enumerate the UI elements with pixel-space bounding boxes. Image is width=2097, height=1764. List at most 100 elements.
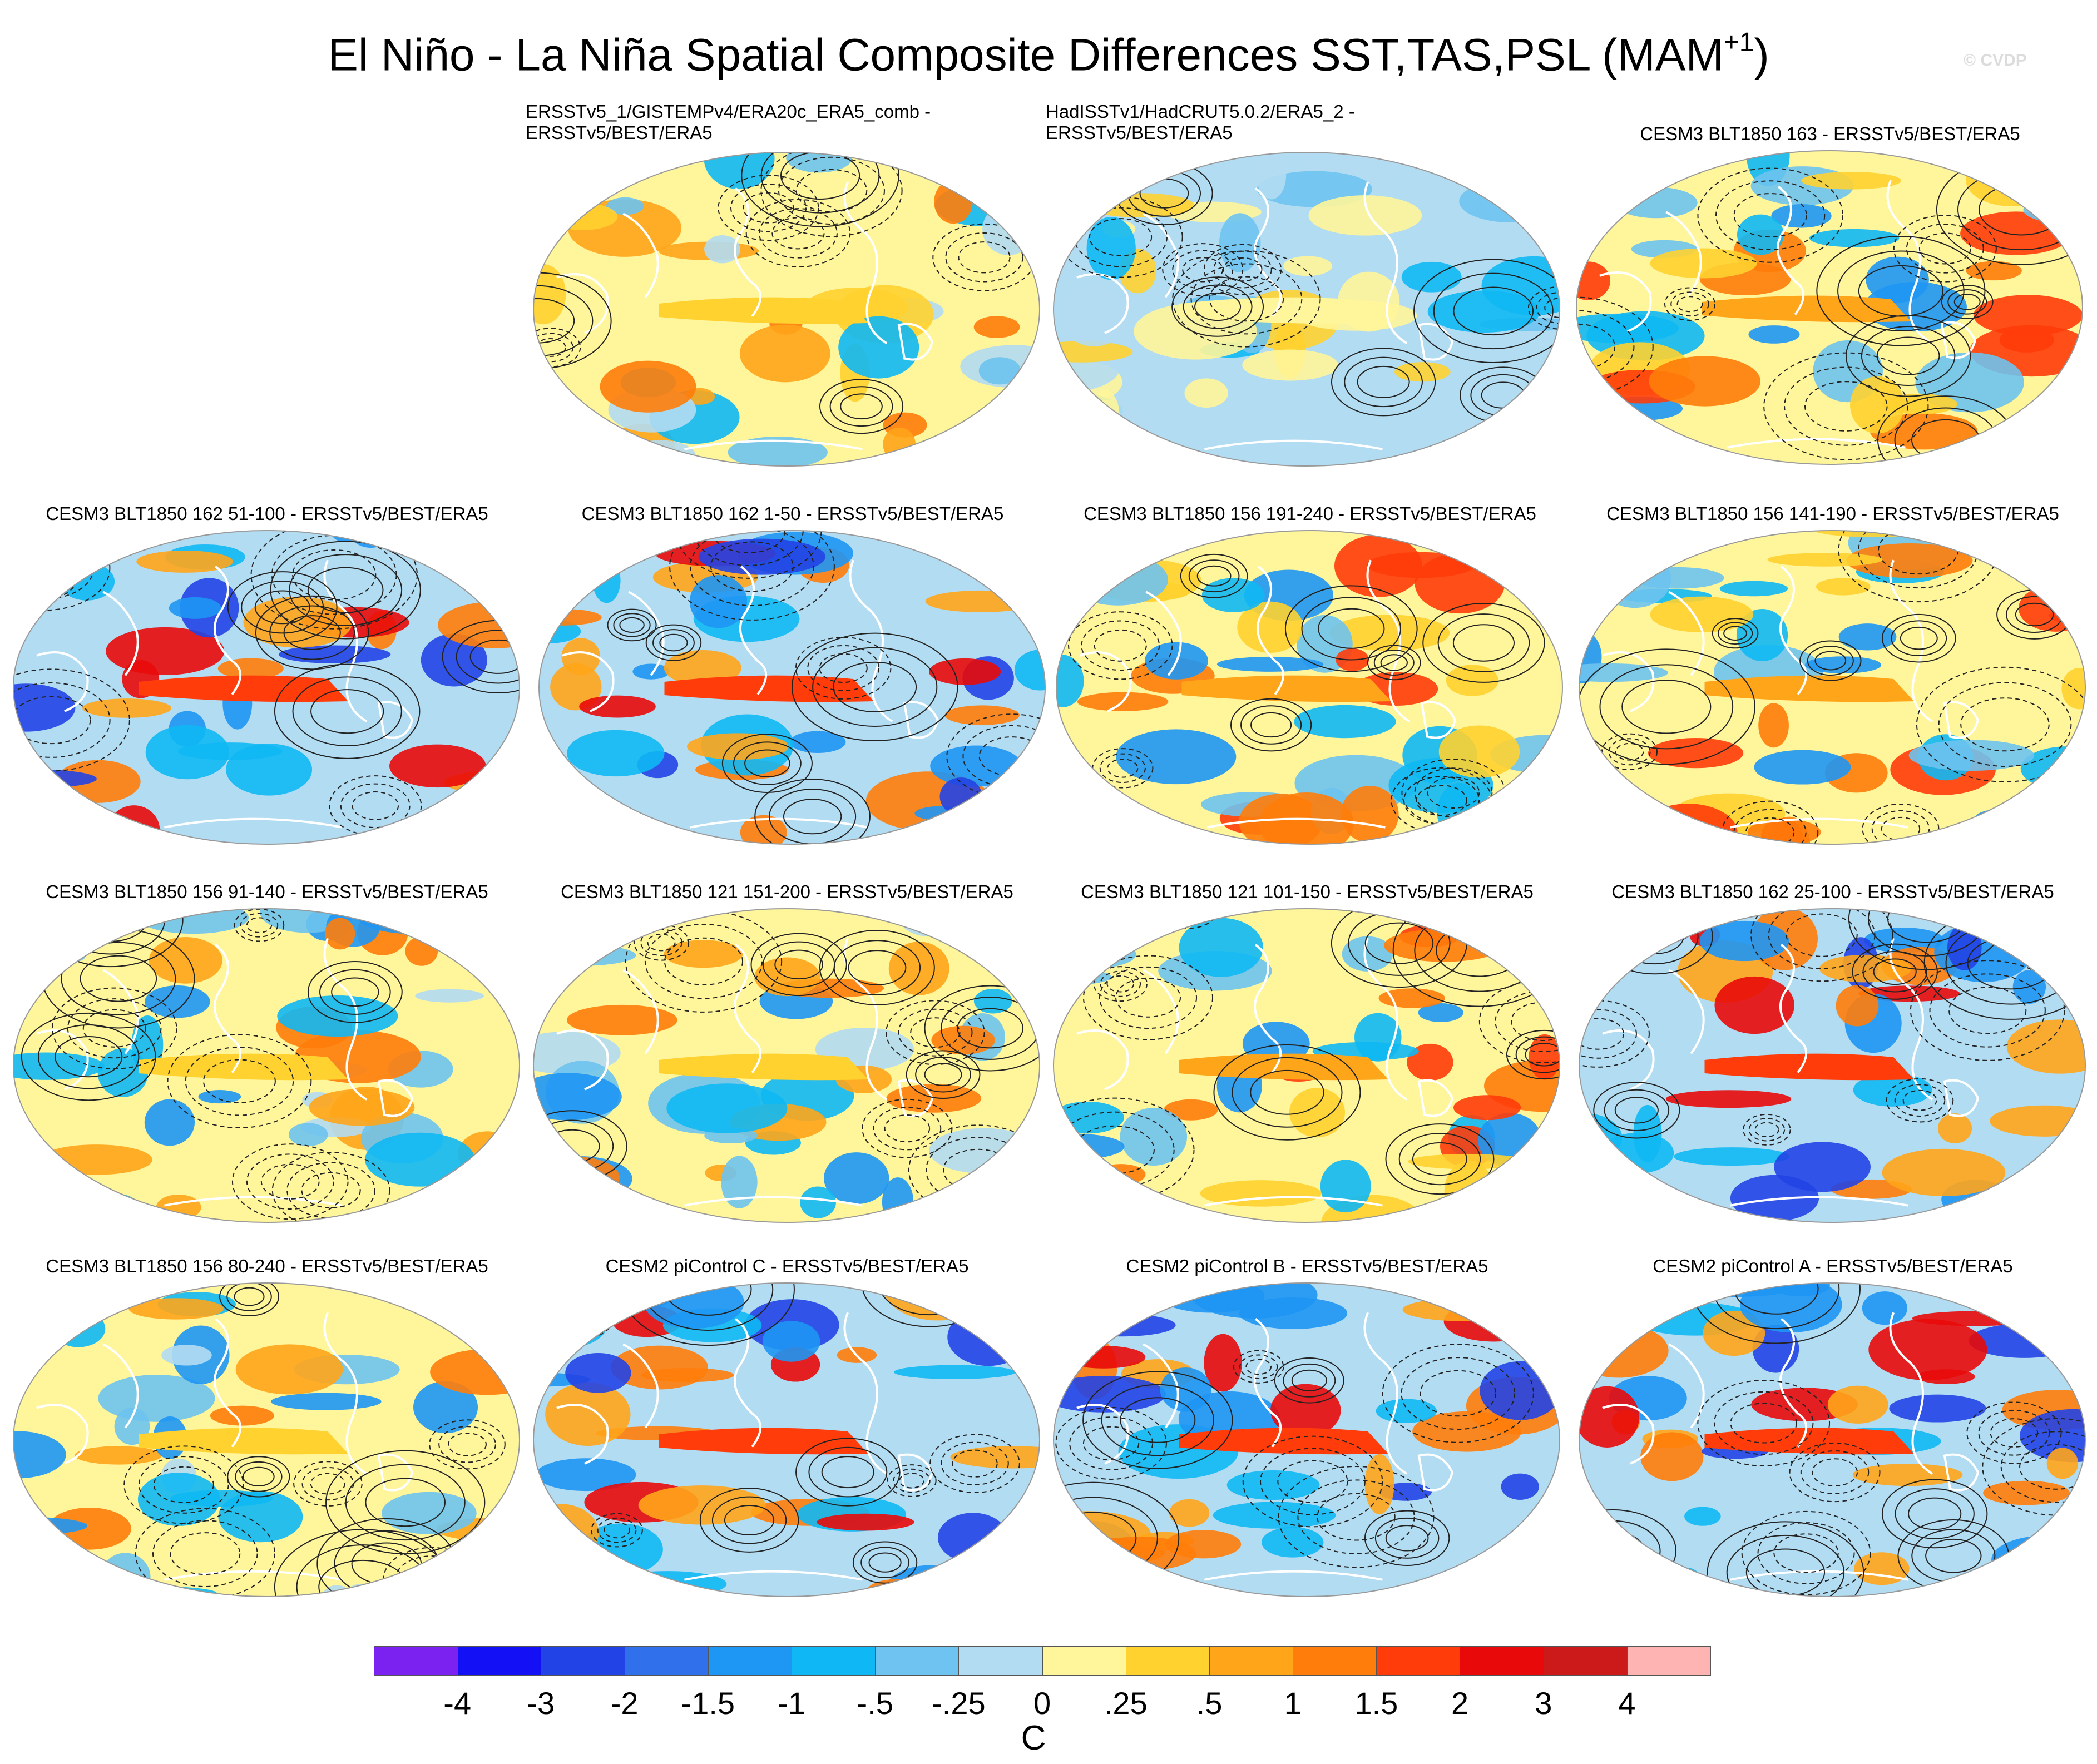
colorbar-box <box>958 1646 1043 1676</box>
panel-title: CESM3 BLT1850 156 141-190 - ERSSTv5/BEST… <box>1571 503 2094 524</box>
colorbar-box <box>1293 1646 1377 1676</box>
panel-title: CESM2 piControl A - ERSSTv5/BEST/ERA5 <box>1571 1256 2094 1277</box>
map-panel: CESM3 BLT1850 162 1-50 - ERSSTv5/BEST/ER… <box>531 503 1054 893</box>
map-panel: CESM2 piControl B - ERSSTv5/BEST/ERA5 <box>1046 1256 1569 1645</box>
colorbar-box <box>1376 1646 1461 1676</box>
colorbar-tick-label: -4 <box>443 1686 472 1721</box>
colorbar-box <box>457 1646 542 1676</box>
composite-map <box>1579 908 2086 1223</box>
panel-title-line: ERSSTv5/BEST/ERA5 <box>1046 122 1233 143</box>
global-map <box>1577 1281 2088 1599</box>
colorbar-box <box>541 1646 625 1676</box>
global-map <box>1051 150 1562 468</box>
global-map <box>1577 528 2088 846</box>
map-panel: CESM3 BLT1850 156 191-240 - ERSSTv5/BEST… <box>1048 503 1571 893</box>
panel-title-line: CESM3 BLT1850 162 51-100 - ERSSTv5/BEST/… <box>46 503 488 524</box>
panel-title-line: CESM3 BLT1850 121 101-150 - ERSSTv5/BEST… <box>1081 881 1534 902</box>
panel-title-line: CESM2 piControl A - ERSSTv5/BEST/ERA5 <box>1653 1256 2013 1276</box>
colorbar-box <box>624 1646 709 1676</box>
map-panel: CESM3 BLT1850 156 141-190 - ERSSTv5/BEST… <box>1571 503 2094 893</box>
colorbar-unit: C <box>1021 1719 1046 1757</box>
panel-title-line: CESM3 BLT1850 156 141-190 - ERSSTv5/BEST… <box>1606 503 2059 524</box>
map-panel: CESM3 BLT1850 162 25-100 - ERSSTv5/BEST/… <box>1571 881 2094 1271</box>
composite-map <box>1579 1282 2086 1597</box>
colorbar-box <box>1460 1646 1544 1676</box>
composite-map <box>533 1282 1040 1597</box>
map-panel: CESM3 BLT1850 121 151-200 - ERSSTv5/BEST… <box>526 881 1048 1271</box>
composite-map <box>13 908 520 1223</box>
global-map <box>11 528 522 846</box>
panel-title-line: CESM3 BLT1850 162 1-50 - ERSSTv5/BEST/ER… <box>581 503 1004 524</box>
panel-title-line: HadISSTv1/HadCRUT5.0.2/ERA5_2 - <box>1046 101 1355 122</box>
composite-map <box>533 908 1040 1223</box>
panel-title: HadISSTv1/HadCRUT5.0.2/ERA5_2 - ERSSTv5/B… <box>1046 101 1569 143</box>
global-map <box>1051 906 1562 1225</box>
colorbar-tick-label: -.5 <box>857 1686 893 1721</box>
panel-title: CESM3 BLT1850 162 25-100 - ERSSTv5/BEST/… <box>1571 881 2094 903</box>
colorbar-box <box>1626 1646 1711 1676</box>
colorbar-box <box>1125 1646 1210 1676</box>
panel-title-line: CESM3 BLT1850 156 80-240 - ERSSTv5/BEST/… <box>46 1256 488 1276</box>
colorbar-tick-label: 4 <box>1618 1686 1636 1721</box>
panel-title: CESM2 piControl C - ERSSTv5/BEST/ERA5 <box>526 1256 1048 1277</box>
panel-title: CESM2 piControl B - ERSSTv5/BEST/ERA5 <box>1046 1256 1569 1277</box>
panel-title: ERSSTv5_1/GISTEMPv4/ERA20c_ERA5_comb - ER… <box>526 101 1048 143</box>
global-map <box>11 1281 522 1599</box>
colorbar-tick-label: 1.5 <box>1354 1686 1398 1721</box>
global-map <box>531 150 1042 468</box>
composite-map <box>1053 1282 1560 1597</box>
map-panel: CESM2 piControl C - ERSSTv5/BEST/ERA5 <box>526 1256 1048 1645</box>
global-map <box>531 1281 1042 1599</box>
panel-title-line: ERSSTv5/BEST/ERA5 <box>526 122 713 143</box>
panel-title: CESM3 BLT1850 156 91-140 - ERSSTv5/BEST/… <box>6 881 528 903</box>
colorbar-box <box>1042 1646 1126 1676</box>
panel-title: CESM3 BLT1850 156 80-240 - ERSSTv5/BEST/… <box>6 1256 528 1277</box>
map-panel: CESM3 BLT1850 162 51-100 - ERSSTv5/BEST/… <box>6 503 528 893</box>
map-panel: CESM3 BLT1850 156 80-240 - ERSSTv5/BEST/… <box>6 1256 528 1645</box>
colorbar-tick-label: 3 <box>1535 1686 1552 1721</box>
panel-title: CESM3 BLT1850 121 101-150 - ERSSTv5/BEST… <box>1046 881 1569 903</box>
composite-map <box>1576 150 2083 465</box>
colorbar-box <box>374 1646 458 1676</box>
global-map <box>531 906 1042 1225</box>
colorbar-tick-label: -1 <box>778 1686 805 1721</box>
panel-title-line: ERSSTv5_1/GISTEMPv4/ERA20c_ERA5_comb - <box>526 101 931 122</box>
global-map <box>537 528 1047 846</box>
composite-map <box>1053 152 1560 467</box>
colorbar-tick-label: -2 <box>610 1686 639 1721</box>
panel-title-line: CESM3 BLT1850 156 91-140 - ERSSTv5/BEST/… <box>46 881 488 902</box>
panel-title-line: CESM3 BLT1850 156 191-240 - ERSSTv5/BEST… <box>1084 503 1536 524</box>
map-panel: CESM2 piControl A - ERSSTv5/BEST/ERA5 <box>1571 1256 2094 1645</box>
composite-map <box>538 530 1046 845</box>
composite-map <box>13 1282 520 1597</box>
map-panel: HadISSTv1/HadCRUT5.0.2/ERA5_2 - ERSSTv5/B… <box>1046 101 1569 490</box>
map-panel: ERSSTv5_1/GISTEMPv4/ERA20c_ERA5_comb - ER… <box>526 101 1048 490</box>
composite-map <box>1579 530 2086 845</box>
panel-title-line: CESM2 piControl B - ERSSTv5/BEST/ERA5 <box>1126 1256 1488 1276</box>
colorbar-tick-label: -.25 <box>932 1686 986 1721</box>
map-panel: CESM3 BLT1850 163 - ERSSTv5/BEST/ERA5 <box>1569 123 2091 513</box>
global-map <box>1574 148 2085 467</box>
global-map <box>1051 1281 1562 1599</box>
colorbar-box <box>708 1646 792 1676</box>
composite-map <box>1053 908 1560 1223</box>
cvdp-watermark: © CVDP <box>1964 51 2027 70</box>
panel-title: CESM3 BLT1850 156 191-240 - ERSSTv5/BEST… <box>1048 503 1571 524</box>
composite-map <box>13 530 520 845</box>
panel-title-line: CESM3 BLT1850 163 - ERSSTv5/BEST/ERA5 <box>1640 123 2020 144</box>
map-panel: CESM3 BLT1850 156 91-140 - ERSSTv5/BEST/… <box>6 881 528 1271</box>
map-panel: CESM3 BLT1850 121 101-150 - ERSSTv5/BEST… <box>1046 881 1569 1271</box>
colorbar-box <box>875 1646 960 1676</box>
global-map <box>11 906 522 1225</box>
colorbar-tick-label: .25 <box>1104 1686 1148 1721</box>
global-map <box>1577 906 2088 1225</box>
colorbar-tick-label: -1.5 <box>681 1686 735 1721</box>
panel-title-line: CESM3 BLT1850 162 25-100 - ERSSTv5/BEST/… <box>1611 881 2054 902</box>
composite-map <box>1056 530 1563 845</box>
figure-title: El Niño - La Niña Spatial Composite Diff… <box>328 28 1769 81</box>
panel-title: CESM3 BLT1850 162 1-50 - ERSSTv5/BEST/ER… <box>531 503 1054 524</box>
panel-title: CESM3 BLT1850 162 51-100 - ERSSTv5/BEST/… <box>6 503 528 524</box>
panel-title: CESM3 BLT1850 163 - ERSSTv5/BEST/ERA5 <box>1569 123 2091 145</box>
colorbar-tick-label: -3 <box>527 1686 555 1721</box>
colorbar-box <box>791 1646 876 1676</box>
